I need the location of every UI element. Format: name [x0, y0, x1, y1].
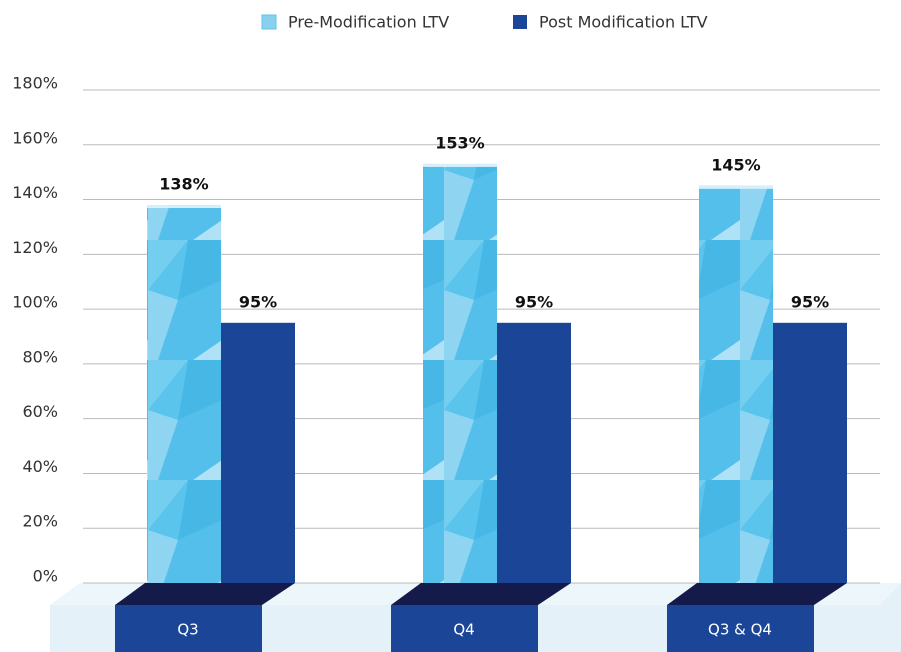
value-label: 95% — [791, 292, 829, 311]
category-tab-top — [391, 583, 571, 605]
bar — [773, 322, 847, 583]
legend: Pre-Modification LTV Post Modification LT… — [261, 13, 708, 32]
y-tick-label: 40% — [22, 457, 58, 476]
value-label: 138% — [159, 175, 208, 194]
bar-texture — [699, 185, 773, 583]
category-tab — [391, 605, 538, 652]
value-label: 153% — [435, 133, 484, 152]
y-tick-label: 80% — [22, 347, 58, 366]
bar — [221, 322, 295, 583]
category-tab-top — [667, 583, 847, 605]
legend-label: Post Modification LTV — [539, 13, 708, 32]
y-tick-label: 100% — [12, 293, 58, 312]
value-label: 95% — [515, 292, 553, 311]
bar — [497, 322, 571, 583]
value-label: 145% — [711, 155, 760, 174]
legend-label: Pre-Modification LTV — [288, 13, 449, 32]
y-tick-label: 0% — [33, 567, 58, 586]
y-tick-label: 180% — [12, 74, 58, 93]
legend-swatch — [513, 15, 527, 29]
y-tick-label: 120% — [12, 238, 58, 257]
bar-rim — [423, 163, 497, 167]
bar-texture — [147, 205, 221, 584]
x-tick-label: Q3 — [177, 621, 198, 639]
y-tick-label: 60% — [22, 402, 58, 421]
bar-texture — [423, 163, 497, 583]
category-tab — [667, 605, 814, 652]
category-tab — [115, 605, 262, 652]
y-tick-label: 20% — [22, 512, 58, 531]
y-tick-label: 160% — [12, 128, 58, 147]
y-tick-label: 140% — [12, 183, 58, 202]
legend-swatch — [261, 14, 277, 30]
category-tab-top — [115, 583, 295, 605]
value-label: 95% — [239, 292, 277, 311]
x-tick-label: Q4 — [453, 621, 474, 639]
bar-rim — [147, 205, 221, 209]
bar-rim — [699, 185, 773, 189]
x-tick-label: Q3 & Q4 — [708, 621, 772, 639]
